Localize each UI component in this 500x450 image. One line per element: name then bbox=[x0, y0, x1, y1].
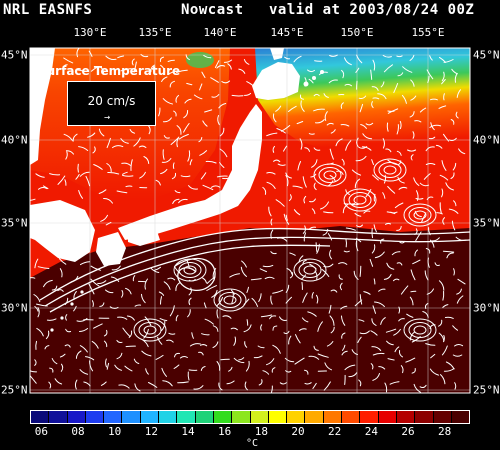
product-type: Nowcast bbox=[181, 2, 244, 18]
lat-label-left: 25°N bbox=[1, 384, 28, 397]
colorbar-swatch bbox=[342, 411, 360, 423]
colorbar-tick-label: 26 bbox=[401, 425, 414, 438]
colorbar-swatch bbox=[86, 411, 104, 423]
lat-label-left: 40°N bbox=[1, 134, 28, 147]
colorbar-swatch bbox=[104, 411, 122, 423]
colorbar-tick-label: 06 bbox=[35, 425, 48, 438]
lon-label: 135°E bbox=[138, 26, 171, 39]
ryukyu-island bbox=[70, 302, 73, 305]
current-vector bbox=[372, 229, 373, 238]
colorbar-swatch bbox=[68, 411, 86, 423]
temperature-colorbar bbox=[30, 410, 470, 424]
lat-label-right: 35°N bbox=[473, 217, 500, 230]
scale-arrow-icon: → bbox=[104, 112, 110, 123]
ryukyu-island bbox=[60, 316, 63, 319]
lat-label-right: 40°N bbox=[473, 134, 500, 147]
colorbar-swatch bbox=[122, 411, 140, 423]
colorbar-swatch bbox=[177, 411, 195, 423]
colorbar-swatch bbox=[196, 411, 214, 423]
colorbar-tick-label: 24 bbox=[365, 425, 378, 438]
colorbar-swatch bbox=[251, 411, 269, 423]
colorbar-tick-label: 28 bbox=[438, 425, 451, 438]
current-vector bbox=[126, 346, 135, 347]
colorbar-swatch bbox=[305, 411, 323, 423]
colorbar-swatch bbox=[287, 411, 305, 423]
colorbar-tick-label: 10 bbox=[108, 425, 121, 438]
colorbar-swatch bbox=[232, 411, 250, 423]
colorbar-tick-label: 22 bbox=[328, 425, 341, 438]
vector-scale-label: 20 cm/s bbox=[68, 94, 155, 108]
colorbar-swatch bbox=[49, 411, 67, 423]
lon-label: 150°E bbox=[340, 26, 373, 39]
colorbar-tick-label: 16 bbox=[218, 425, 231, 438]
kuril-island bbox=[312, 76, 316, 80]
current-vector bbox=[247, 320, 248, 326]
field-title: Surface Temperature bbox=[38, 64, 180, 78]
lat-label-left: 45°N bbox=[1, 49, 28, 62]
colorbar-tick-label: 18 bbox=[255, 425, 268, 438]
lat-label-left: 30°N bbox=[1, 302, 28, 315]
colorbar-swatch bbox=[31, 411, 49, 423]
colorbar-tick-label: 14 bbox=[181, 425, 194, 438]
colorbar-tick-label: 12 bbox=[145, 425, 158, 438]
colorbar-swatch bbox=[159, 411, 177, 423]
colorbar-swatch bbox=[141, 411, 159, 423]
cyan-patch bbox=[186, 52, 214, 68]
colorbar-tick-label: 20 bbox=[291, 425, 304, 438]
colorbar-swatch bbox=[324, 411, 342, 423]
colorbar-swatch bbox=[360, 411, 378, 423]
lat-label-right: 25°N bbox=[473, 384, 500, 397]
colorbar-swatch bbox=[452, 411, 469, 423]
lat-label-left: 35°N bbox=[1, 217, 28, 230]
temperature-unit: °C bbox=[246, 438, 258, 449]
lat-label-right: 30°N bbox=[473, 302, 500, 315]
current-vector bbox=[346, 240, 347, 247]
current-vector bbox=[232, 95, 243, 96]
colorbar-swatch bbox=[214, 411, 232, 423]
colorbar-tick-label: 08 bbox=[71, 425, 84, 438]
current-vector bbox=[411, 291, 416, 292]
valid-time: valid at 2003/08/24 00Z bbox=[269, 2, 474, 18]
colorbar-swatch bbox=[434, 411, 452, 423]
colorbar-swatch bbox=[269, 411, 287, 423]
ryukyu-island bbox=[50, 328, 53, 331]
colorbar-labels: 06 08 10 12 14 16 18 20 22 24 26 28 bbox=[30, 425, 470, 439]
model-name: NRL EASNFS bbox=[3, 2, 92, 18]
ryukyu-island bbox=[80, 290, 83, 293]
vector-scale-box: 20 cm/s → bbox=[67, 81, 156, 126]
colorbar-swatch bbox=[397, 411, 415, 423]
lon-label: 140°E bbox=[203, 26, 236, 39]
lon-label: 130°E bbox=[73, 26, 106, 39]
lon-label: 145°E bbox=[270, 26, 303, 39]
colorbar-swatch bbox=[415, 411, 433, 423]
current-vector bbox=[126, 186, 132, 187]
lat-label-right: 45°N bbox=[473, 49, 500, 62]
lon-label: 155°E bbox=[411, 26, 444, 39]
colorbar-swatch bbox=[379, 411, 397, 423]
